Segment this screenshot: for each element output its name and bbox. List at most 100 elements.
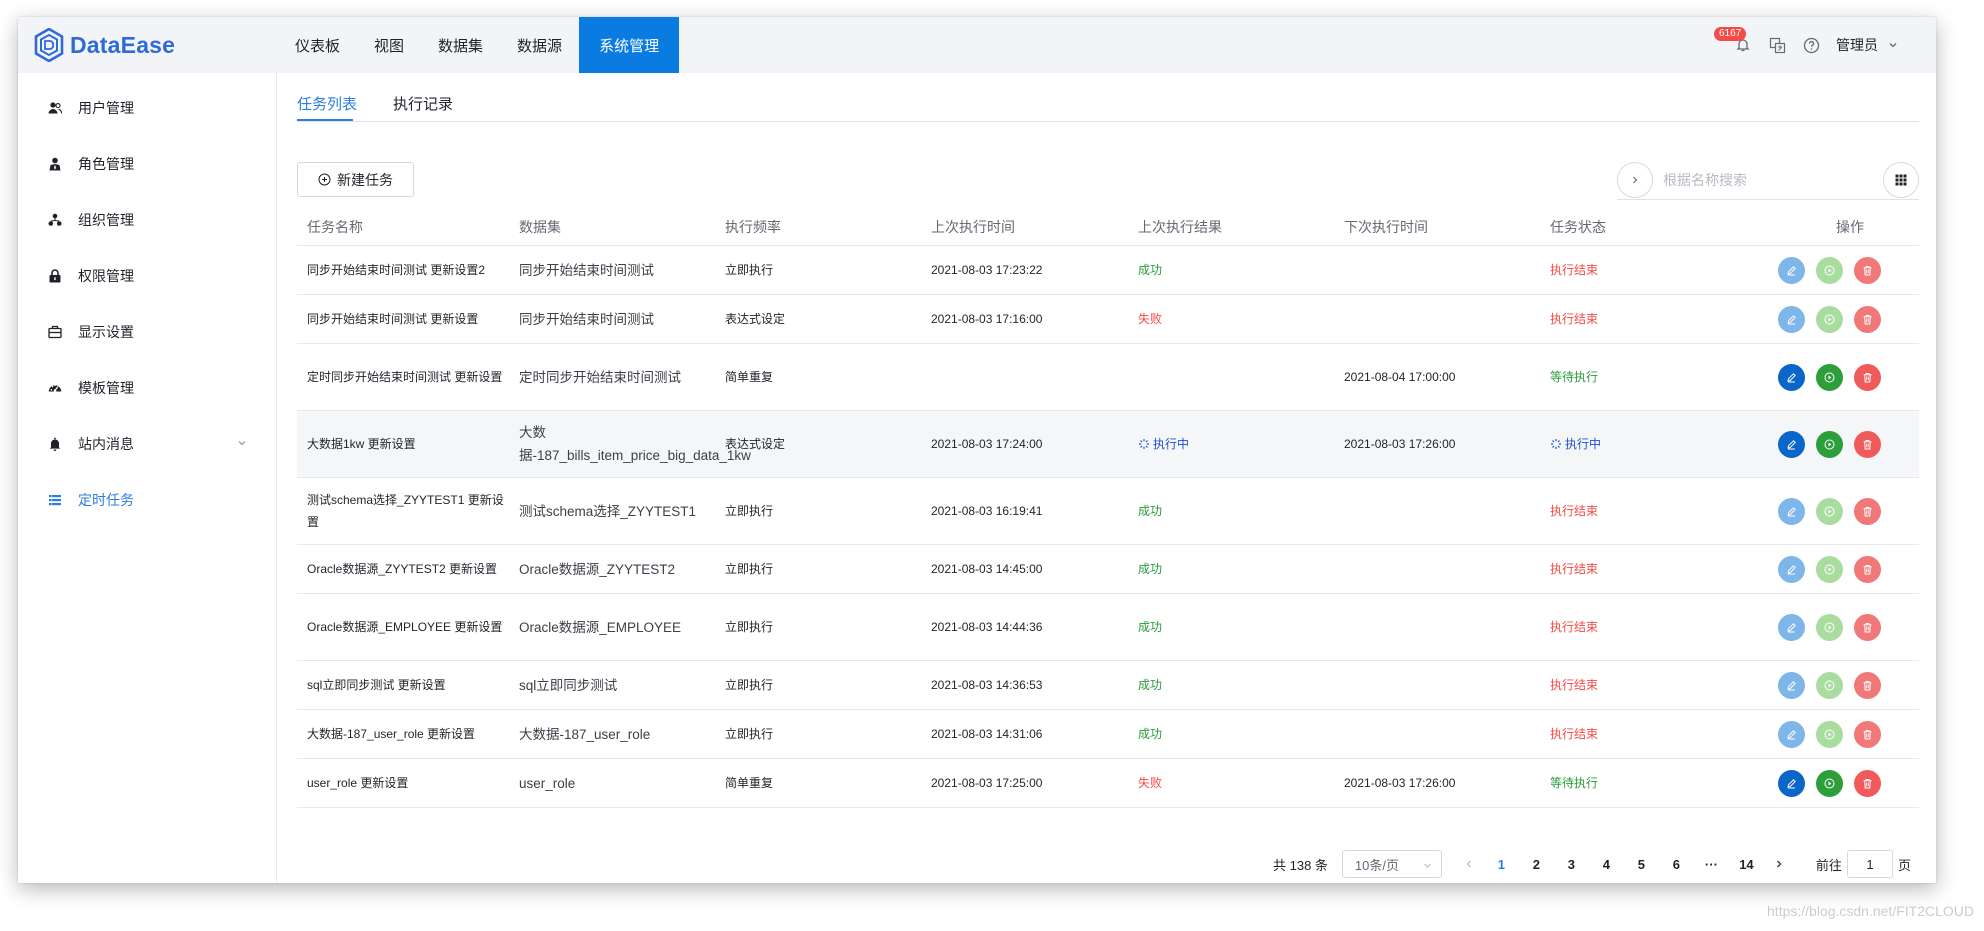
help-button[interactable]	[1802, 36, 1820, 54]
edit-button[interactable]	[1778, 363, 1805, 391]
prev-page-button[interactable]	[1454, 859, 1484, 869]
goto-suffix: 页	[1897, 857, 1911, 873]
edit-icon	[1787, 506, 1796, 516]
sidebar-item-templates[interactable]: 模板管理	[18, 368, 277, 408]
column-header: 上次执行结果	[1138, 218, 1222, 235]
search-expand-button[interactable]	[1617, 162, 1653, 198]
table-row[interactable]: user_role 更新设置 user_role 简单重复 2021-08-03…	[297, 759, 1919, 808]
dataset-name: 定时同步开始结束时间测试	[519, 369, 681, 385]
run-button[interactable]	[1816, 305, 1843, 333]
last-exec-time: 2021-08-03 14:31:06	[931, 727, 1043, 741]
edit-button[interactable]	[1778, 430, 1805, 458]
table-row[interactable]: sql立即同步测试 更新设置 sql立即同步测试 立即执行 2021-08-03…	[297, 661, 1919, 710]
edit-button[interactable]	[1778, 305, 1805, 333]
frequency: 表达式设定	[725, 312, 786, 326]
edit-button[interactable]	[1778, 555, 1805, 583]
run-button[interactable]	[1816, 430, 1843, 458]
edit-icon	[1787, 680, 1796, 690]
play-icon	[1824, 506, 1835, 516]
page-14[interactable]: 14	[1739, 856, 1754, 872]
user-menu[interactable]: 管理员	[1836, 37, 1878, 53]
delete-button[interactable]	[1854, 305, 1881, 333]
nav-view[interactable]: 视图	[374, 37, 405, 55]
delete-button[interactable]	[1854, 363, 1881, 391]
tab-task-list[interactable]: 任务列表	[297, 96, 358, 113]
run-button[interactable]	[1816, 671, 1843, 699]
sidebar-item-users[interactable]: 用户管理	[18, 88, 277, 128]
table-row[interactable]: 测试schema选择_ZYYTEST1 更新设置 测试schema选择_ZYYT…	[297, 478, 1919, 545]
sidebar-item-label: 站内消息	[78, 436, 134, 452]
table-row[interactable]: 定时同步开始结束时间测试 更新设置 定时同步开始结束时间测试 简单重复 2021…	[297, 344, 1919, 411]
page-size-select[interactable]: 10条/页	[1341, 850, 1442, 878]
edit-button[interactable]	[1778, 769, 1805, 797]
sidebar-item-messages[interactable]: 站内消息	[18, 424, 277, 464]
table-row[interactable]: 大数据-187_user_role 更新设置 大数据-187_user_role…	[297, 710, 1919, 759]
page-1[interactable]: 1	[1497, 856, 1506, 872]
delete-button[interactable]	[1854, 555, 1881, 583]
nav-system-management[interactable]: 系统管理	[579, 17, 680, 73]
header-actions: 6167 管理员	[1714, 17, 1898, 73]
run-button[interactable]	[1816, 613, 1843, 641]
delete-button[interactable]	[1854, 256, 1881, 284]
delete-button[interactable]	[1854, 613, 1881, 641]
nav-datasource[interactable]: 数据源	[517, 37, 563, 55]
table-row[interactable]: Oracle数据源_EMPLOYEE 更新设置 Oracle数据源_EMPLOY…	[297, 594, 1919, 661]
tab-execution-records[interactable]: 执行记录	[393, 96, 454, 113]
table-row[interactable]: 同步开始结束时间测试 更新设置 同步开始结束时间测试 表达式设定 2021-08…	[297, 295, 1919, 344]
run-button[interactable]	[1816, 363, 1843, 391]
edit-button[interactable]	[1778, 720, 1805, 748]
watermark: https://blog.csdn.net/FIT2CLOUD	[1767, 903, 1974, 919]
page-4[interactable]: 4	[1602, 856, 1611, 872]
new-task-button[interactable]: 新建任务	[297, 162, 414, 197]
edit-button[interactable]	[1778, 671, 1805, 699]
app-logo[interactable]: DataEase	[34, 26, 175, 64]
new-task-label: 新建任务	[337, 171, 393, 188]
next-page-button[interactable]	[1764, 859, 1794, 869]
sidebar-item-organizations[interactable]: 组织管理	[18, 200, 277, 240]
delete-button[interactable]	[1854, 671, 1881, 699]
edit-button[interactable]	[1778, 256, 1805, 284]
logo-icon	[34, 28, 64, 62]
trash-icon	[1863, 506, 1872, 516]
edit-button[interactable]	[1778, 497, 1805, 525]
delete-button[interactable]	[1854, 720, 1881, 748]
run-button[interactable]	[1816, 555, 1843, 583]
sidebar-item-roles[interactable]: 角色管理	[18, 144, 277, 184]
goto-page-input[interactable]	[1846, 850, 1893, 878]
search-input[interactable]	[1663, 168, 1863, 192]
dataset-name: 大数据-187_user_role	[519, 726, 651, 742]
delete-button[interactable]	[1854, 430, 1881, 458]
notification-button[interactable]: 6167	[1714, 27, 1752, 54]
nav-dashboard[interactable]: 仪表板	[295, 37, 341, 55]
frequency: 立即执行	[725, 727, 774, 741]
run-button[interactable]	[1816, 256, 1843, 284]
table-row[interactable]: 大数据1kw 更新设置 大数据-187_bills_item_price_big…	[297, 411, 1919, 478]
run-button[interactable]	[1816, 497, 1843, 525]
nav-dataset[interactable]: 数据集	[438, 37, 484, 55]
translate-button[interactable]	[1768, 36, 1786, 54]
page-3[interactable]: 3	[1567, 856, 1576, 872]
sidebar-item-display-settings[interactable]: 显示设置	[18, 312, 277, 352]
page-2[interactable]: 2	[1532, 856, 1541, 872]
page-6[interactable]: 6	[1672, 856, 1681, 872]
task-status: 执行结束	[1550, 562, 1599, 576]
sidebar-item-permissions[interactable]: 权限管理	[18, 256, 277, 296]
main-nav: 仪表板 视图 数据集 数据源 系统管理	[278, 17, 680, 73]
run-button[interactable]	[1816, 720, 1843, 748]
sidebar-item-label: 显示设置	[78, 324, 134, 340]
run-button[interactable]	[1816, 769, 1843, 797]
page-ellipsis[interactable]: ···	[1704, 856, 1718, 872]
table-row[interactable]: 同步开始结束时间测试 更新设置2 同步开始结束时间测试 立即执行 2021-08…	[297, 246, 1919, 295]
delete-button[interactable]	[1854, 497, 1881, 525]
play-icon	[1824, 439, 1835, 449]
sidebar-item-scheduled-tasks[interactable]: 定时任务	[18, 480, 277, 520]
task-name: 测试schema选择_ZYYTEST1 更新设置	[307, 493, 504, 529]
page-5[interactable]: 5	[1637, 856, 1646, 872]
delete-button[interactable]	[1854, 769, 1881, 797]
table-row[interactable]: Oracle数据源_ZYYTEST2 更新设置 Oracle数据源_ZYYTES…	[297, 545, 1919, 594]
edit-button[interactable]	[1778, 613, 1805, 641]
bell-icon	[1736, 39, 1750, 52]
chevron-down-icon[interactable]	[237, 438, 247, 448]
column-settings-button[interactable]	[1883, 162, 1919, 198]
chevron-down-icon[interactable]	[1888, 40, 1898, 50]
